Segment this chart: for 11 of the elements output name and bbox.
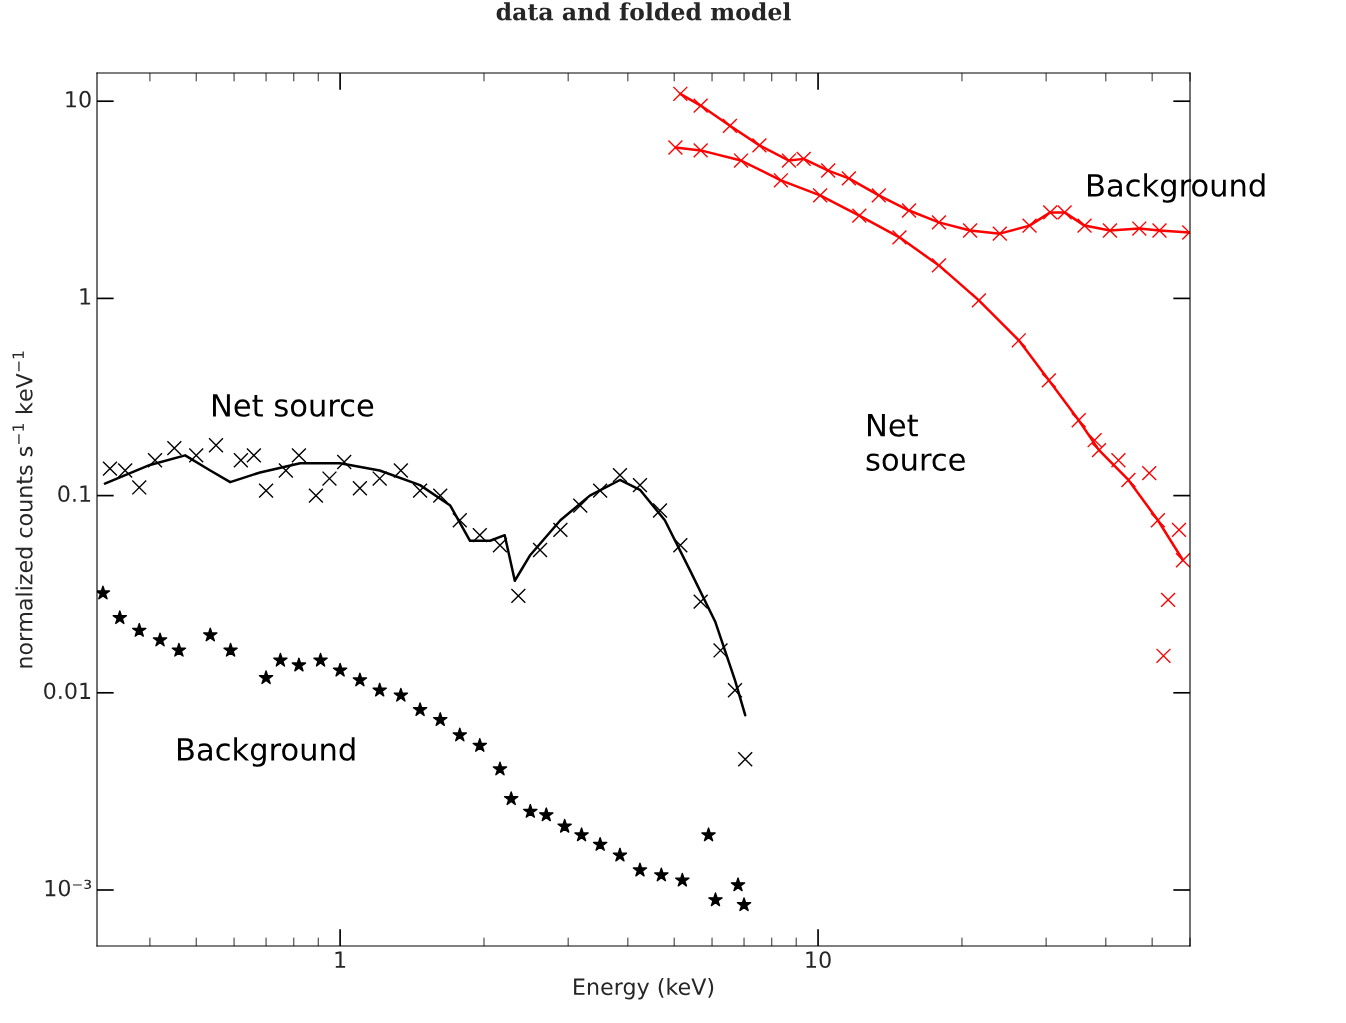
y-tick-label: 0.1 — [58, 485, 91, 503]
y-tick-label: 10⁻³ — [45, 879, 92, 897]
x-axis-title: Energy (keV) — [574, 977, 714, 1000]
y-tick-label: 1 — [80, 288, 91, 305]
y-axis-title: normalized counts s$^{−1}$ keV$^{−1}$ — [12, 351, 33, 668]
annotation: Background — [178, 737, 355, 767]
annotation: Net source — [213, 394, 374, 417]
y-tick-label: 0.01 — [44, 682, 91, 700]
annotation: Net source — [866, 414, 965, 471]
y-tick-label: 10 — [66, 90, 91, 108]
chart-title: data and folded model — [496, 2, 791, 21]
